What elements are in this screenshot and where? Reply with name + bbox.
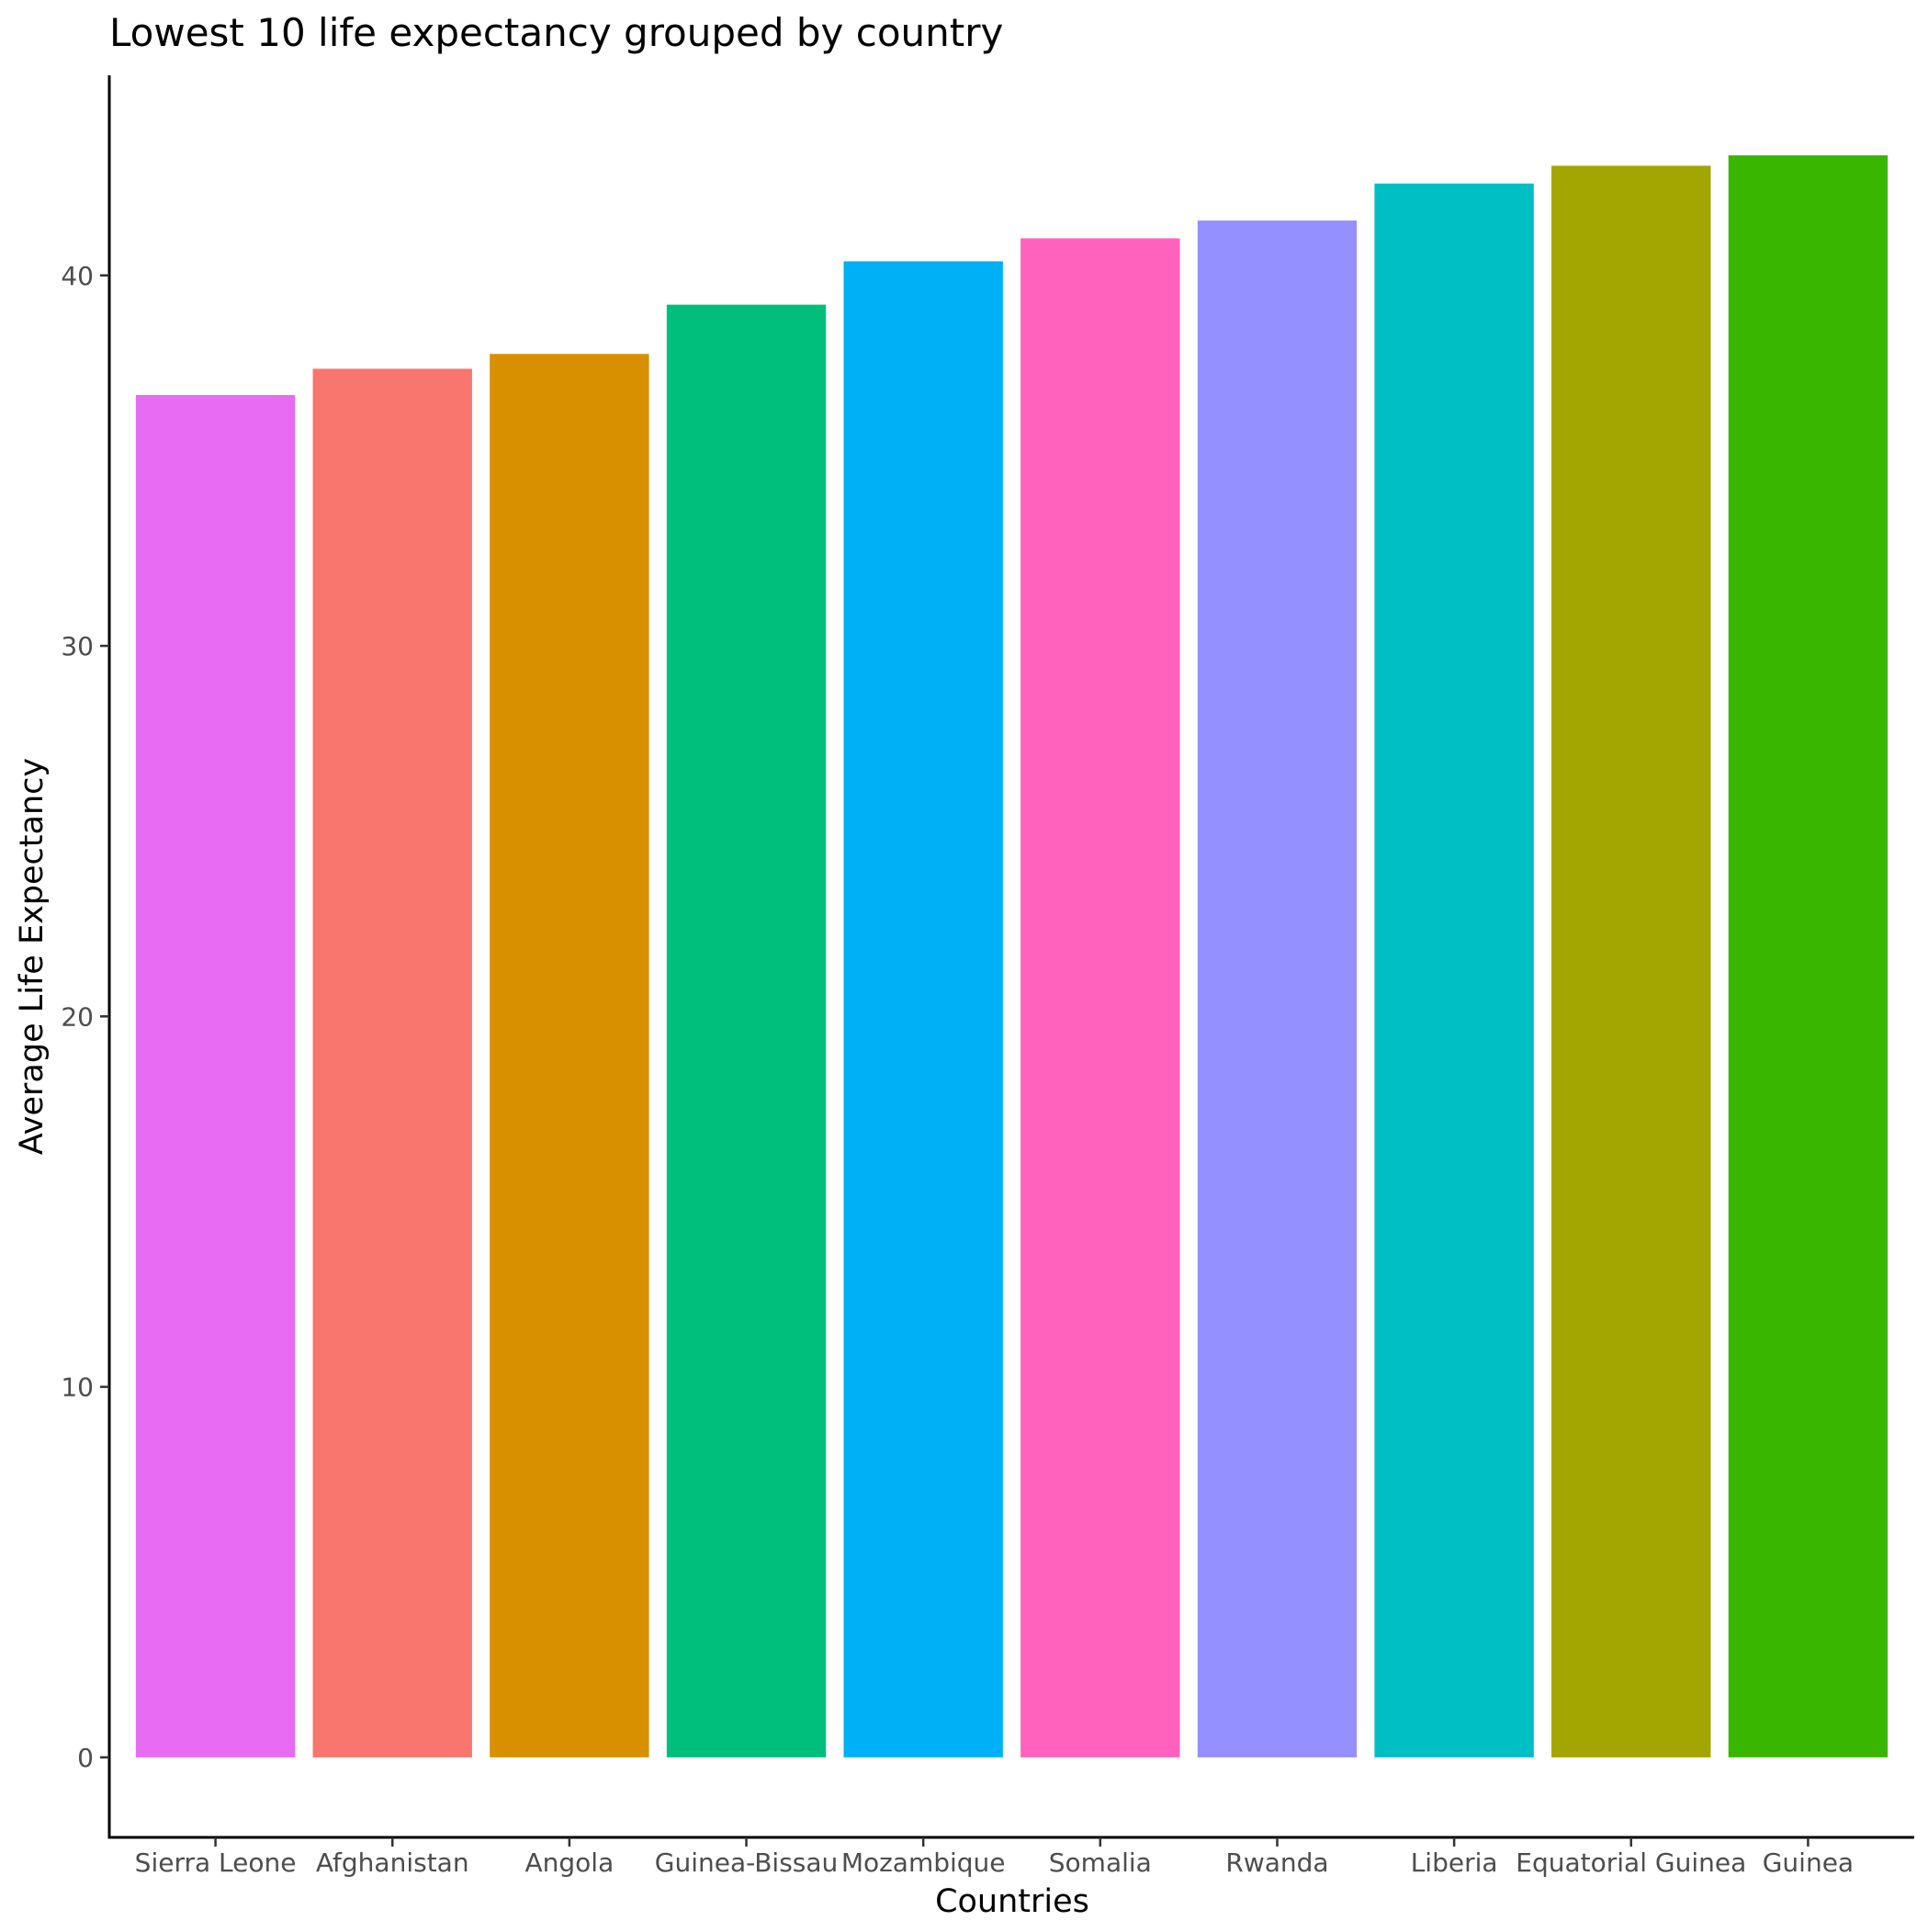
x-tick-label-mozambique: Mozambique	[841, 1847, 1006, 1878]
bar-sierra-leone	[135, 395, 296, 1757]
bar-equatorial-guinea	[1551, 165, 1711, 1757]
x-tick-label-afghanistan: Afghanistan	[316, 1847, 469, 1878]
y-tick-label-0: 0	[77, 1743, 94, 1773]
y-tick-label-30: 30	[61, 631, 94, 661]
chart-title: Lowest 10 life expectancy grouped by cou…	[109, 10, 1003, 55]
y-tick-label-40: 40	[61, 261, 94, 291]
x-tick-label-somalia: Somalia	[1049, 1847, 1152, 1878]
x-tick-label-angola: Angola	[525, 1847, 614, 1878]
bar-liberia	[1374, 183, 1534, 1757]
bar-afghanistan	[312, 368, 472, 1757]
bar-guinea	[1728, 155, 1889, 1757]
bar-somalia	[1020, 238, 1180, 1757]
y-axis-title: Average Life Expectancy	[14, 758, 51, 1155]
y-ticks: 0 10 20 30 40	[61, 261, 109, 1773]
y-tick-label-20: 20	[61, 1001, 94, 1032]
x-tick-label-equatorial-guinea: Equatorial Guinea	[1516, 1847, 1746, 1878]
bars	[135, 155, 1889, 1757]
bar-guinea-bissau	[666, 304, 827, 1757]
bar-angola	[490, 354, 649, 1757]
x-tick-label-guinea-bissau: Guinea-Bissau	[655, 1847, 839, 1878]
axes	[107, 75, 1914, 1839]
x-ticks: Sierra Leone Afghanistan Angola Guinea-Biss…	[135, 1837, 1854, 1878]
bar-rwanda	[1197, 220, 1358, 1757]
x-tick-label-guinea: Guinea	[1763, 1847, 1854, 1878]
x-tick-label-rwanda: Rwanda	[1225, 1847, 1328, 1878]
bar-mozambique	[843, 261, 1003, 1757]
x-tick-label-sierra-leone: Sierra Leone	[135, 1847, 297, 1878]
x-tick-label-liberia: Liberia	[1411, 1847, 1498, 1878]
y-tick-label-10: 10	[61, 1373, 94, 1403]
x-axis-title: Countries	[935, 1883, 1089, 1920]
